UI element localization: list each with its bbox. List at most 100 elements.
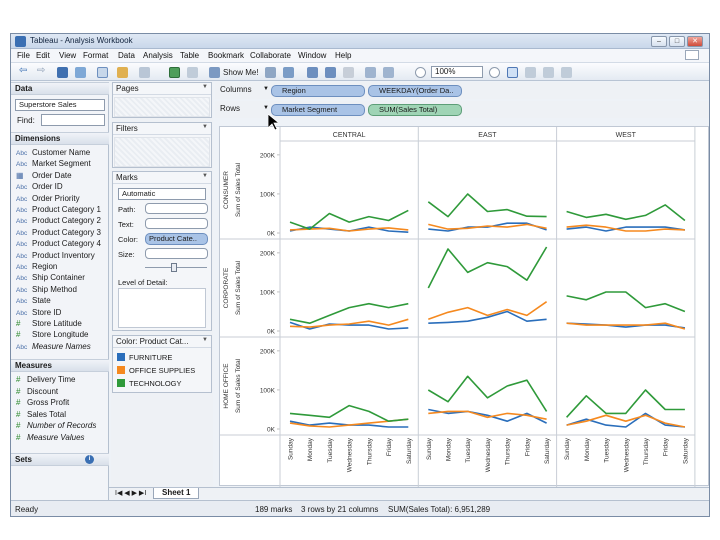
close-icon[interactable]: ✕ xyxy=(687,36,703,47)
menu-file[interactable]: File xyxy=(17,51,30,60)
forward-icon[interactable]: ⇨ xyxy=(37,65,46,76)
menu-analysis[interactable]: Analysis xyxy=(143,51,173,60)
dimension-field[interactable]: Abc Market Segment xyxy=(16,159,91,168)
zoom-in-icon[interactable] xyxy=(489,67,500,78)
legend-item[interactable]: FURNITURE xyxy=(117,353,172,362)
tab-sheet-1[interactable]: Sheet 1 xyxy=(153,488,200,499)
size-shelf[interactable] xyxy=(145,248,208,259)
dimension-label: Ship Container xyxy=(32,273,85,283)
refresh-icon[interactable] xyxy=(187,67,198,78)
level-of-detail-shelf[interactable] xyxy=(118,288,206,328)
back-icon[interactable]: ⇦ xyxy=(19,65,28,76)
series-line-office-supplies xyxy=(566,414,686,428)
find-input[interactable] xyxy=(41,114,105,126)
dimension-field[interactable]: Abc Ship Method xyxy=(16,285,77,294)
zoom-out-icon[interactable] xyxy=(415,67,426,78)
rows-shelf-menu-icon[interactable]: ▼ xyxy=(263,105,269,111)
rows-pill-sales-total[interactable]: SUM(Sales Total) xyxy=(368,104,462,116)
measure-field[interactable]: # Gross Profit xyxy=(16,398,69,407)
save-icon[interactable] xyxy=(57,67,68,78)
series-line-office-supplies xyxy=(428,301,548,321)
legend-label: TECHNOLOGY xyxy=(129,379,182,388)
rows-pill-market-segment[interactable]: Market Segment xyxy=(271,104,365,116)
dimension-field[interactable]: Abc Region xyxy=(16,262,57,271)
info-icon[interactable]: i xyxy=(85,455,94,464)
data-pane: Data Superstore Sales Find: Dimensions A… xyxy=(11,82,109,508)
path-shelf[interactable] xyxy=(145,203,208,214)
measure-field[interactable]: # Number of Records xyxy=(16,421,96,430)
fit-icon[interactable] xyxy=(383,67,394,78)
dimension-field[interactable]: Abc Measure Names xyxy=(16,342,91,351)
y-tick-label: 0K xyxy=(267,427,276,434)
y-axis-label: Sum of Sales Total xyxy=(235,358,242,413)
menu-table[interactable]: Table xyxy=(180,51,200,60)
color-shelf-pill[interactable]: Product Cate.. xyxy=(145,233,208,245)
group-icon[interactable] xyxy=(283,67,294,78)
pan-tool-icon[interactable] xyxy=(525,67,536,78)
menu-view[interactable]: View xyxy=(59,51,77,60)
dimension-field[interactable]: Abc Order Priority xyxy=(16,194,80,203)
menu-collaborate[interactable]: Collaborate xyxy=(250,51,291,60)
dimension-field[interactable]: Abc Customer Name xyxy=(16,148,90,157)
presentation-icon[interactable] xyxy=(365,67,376,78)
dimension-field[interactable]: Abc Store ID xyxy=(16,308,61,317)
pages-card-menu-icon[interactable]: ▼ xyxy=(202,84,208,90)
auto-update-icon[interactable] xyxy=(169,67,180,78)
legend-item[interactable]: TECHNOLOGY xyxy=(117,379,182,388)
size-slider-handle[interactable] xyxy=(171,263,177,272)
maximize-icon[interactable]: □ xyxy=(669,36,685,47)
marks-card-menu-icon[interactable]: ▼ xyxy=(202,173,208,179)
select-tool-icon[interactable] xyxy=(507,67,518,78)
menu-window[interactable]: Window xyxy=(298,51,327,60)
restore-sheet-icon[interactable] xyxy=(685,50,699,60)
dimension-field[interactable]: # Store Longitude xyxy=(16,330,89,339)
color-legend-menu-icon[interactable]: ▼ xyxy=(202,337,208,343)
highlight-icon[interactable] xyxy=(343,67,354,78)
show-me-icon[interactable] xyxy=(209,67,220,78)
datasource-select[interactable]: Superstore Sales xyxy=(15,99,105,111)
dimension-field[interactable]: Abc Product Category 4 xyxy=(16,239,101,248)
dimension-field[interactable]: Abc Product Category 3 xyxy=(16,228,101,237)
menu-edit[interactable]: Edit xyxy=(36,51,50,60)
dimension-field[interactable]: Abc Product Category 2 xyxy=(16,216,101,225)
minimize-icon[interactable]: – xyxy=(651,36,667,47)
line-chart-grid[interactable]: CENTRAL EAST WEST CONSUMER Sum of Sales Tota… xyxy=(220,127,710,487)
columns-pill-weekday[interactable]: WEEKDAY(Order Da.. xyxy=(368,85,462,97)
dimension-field[interactable]: ▦ Order Date xyxy=(16,171,72,180)
sort-ascending-icon[interactable] xyxy=(307,67,318,78)
columns-pill-region[interactable]: Region xyxy=(271,85,365,97)
dimension-field[interactable]: # Store Latitude xyxy=(16,319,82,328)
duplicate-sheet-icon[interactable] xyxy=(117,67,128,78)
dimension-field[interactable]: Abc Product Category 1 xyxy=(16,205,101,214)
rect-zoom-tool-icon[interactable] xyxy=(543,67,554,78)
measure-field[interactable]: # Measure Values xyxy=(16,433,85,442)
legend-item[interactable]: OFFICE SUPPLIES xyxy=(117,366,195,375)
dimension-field[interactable]: Abc Order ID xyxy=(16,182,63,191)
menu-format[interactable]: Format xyxy=(83,51,109,60)
visualization-area[interactable]: CENTRAL EAST WEST CONSUMER Sum of Sales Tota… xyxy=(219,126,710,487)
dimension-field[interactable]: Abc Ship Container xyxy=(16,273,85,282)
new-sheet-icon[interactable] xyxy=(97,67,108,78)
filters-shelf[interactable] xyxy=(114,137,210,167)
pages-shelf[interactable] xyxy=(114,97,210,117)
mark-type-select[interactable]: Automatic xyxy=(118,188,206,200)
filters-card-menu-icon[interactable]: ▼ xyxy=(202,124,208,130)
connect-data-icon[interactable] xyxy=(75,67,86,78)
text-shelf[interactable] xyxy=(145,218,208,229)
measure-field[interactable]: # Delivery Time xyxy=(16,375,75,384)
dimension-field[interactable]: Abc Product Inventory xyxy=(16,251,95,260)
sort-descending-icon[interactable] xyxy=(325,67,336,78)
measure-field[interactable]: # Discount xyxy=(16,387,58,396)
show-me-button[interactable]: Show Me! xyxy=(223,68,259,77)
menu-bookmark[interactable]: Bookmark xyxy=(208,51,245,60)
clear-sheet-icon[interactable] xyxy=(139,67,150,78)
menu-data[interactable]: Data xyxy=(118,51,135,60)
columns-shelf-menu-icon[interactable]: ▼ xyxy=(263,86,269,92)
magnifier-icon[interactable] xyxy=(561,67,572,78)
dimension-field[interactable]: Abc State xyxy=(16,296,51,305)
zoom-select[interactable]: 100% xyxy=(431,66,483,78)
tab-nav-icons[interactable]: I◀ ◀ ▶ ▶I xyxy=(115,490,147,497)
measure-field[interactable]: # Sales Total xyxy=(16,410,66,419)
swap-rows-columns-icon[interactable] xyxy=(265,67,276,78)
menu-help[interactable]: Help xyxy=(335,51,352,60)
